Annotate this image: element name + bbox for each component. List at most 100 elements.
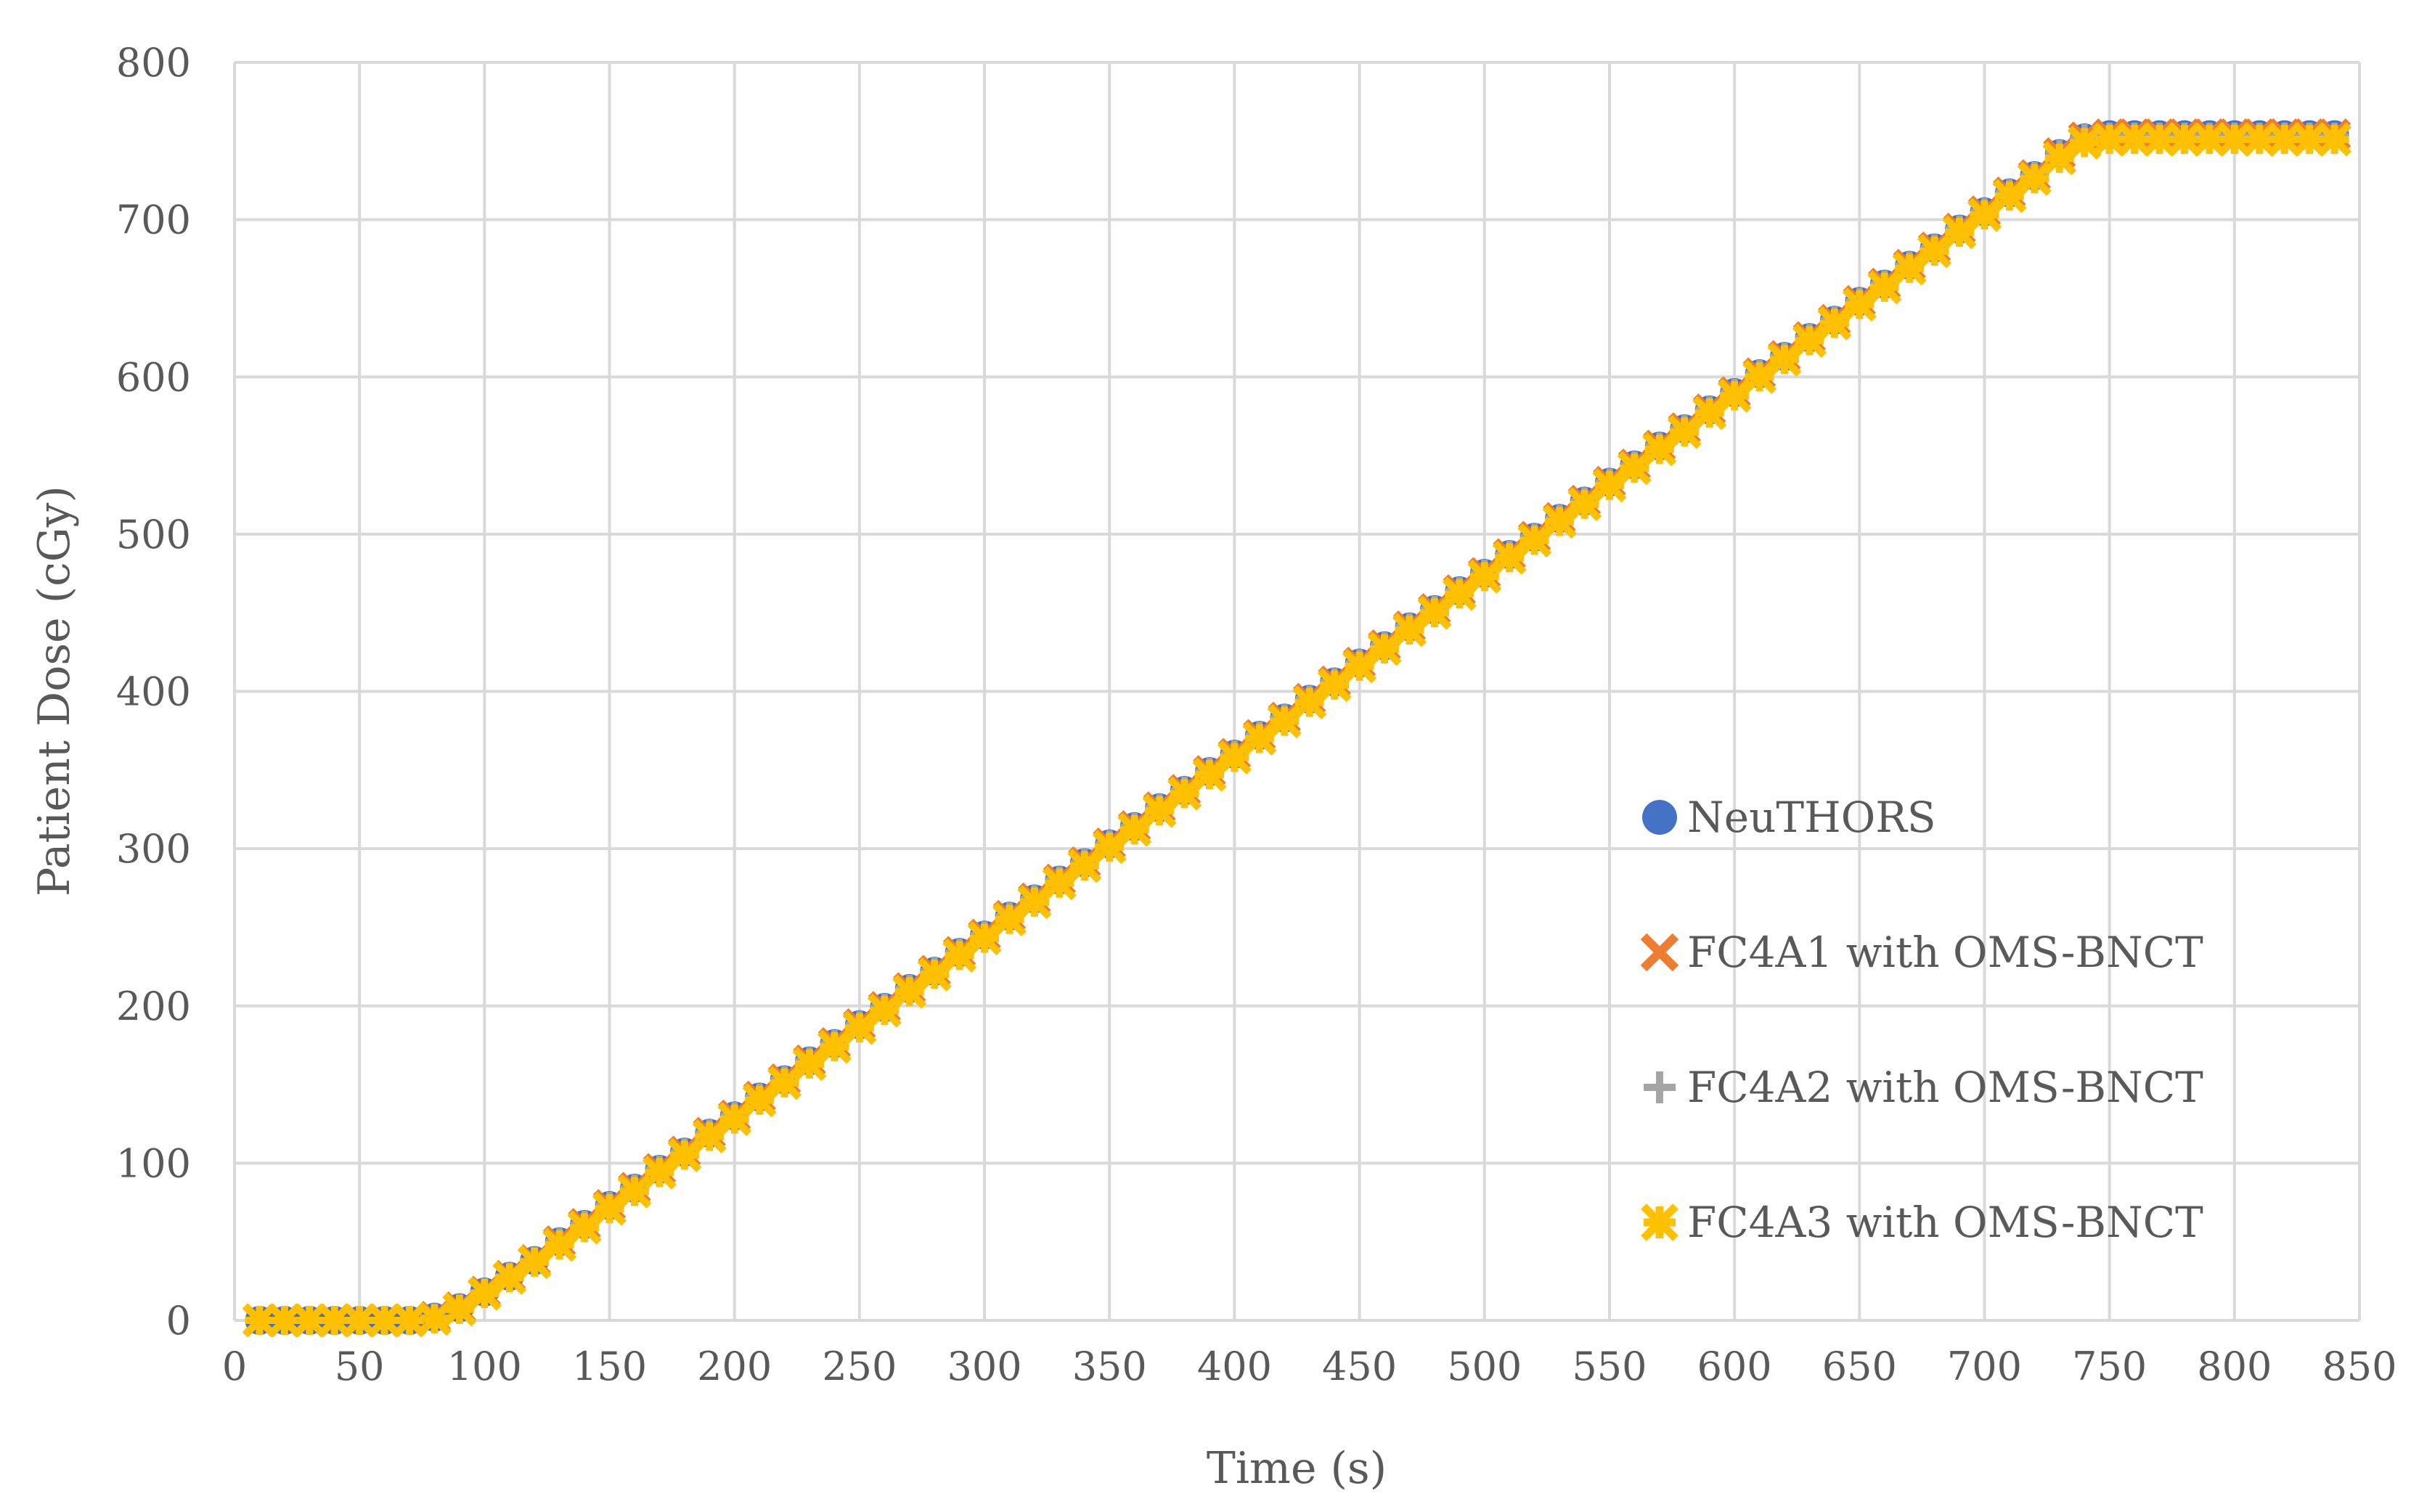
data-point xyxy=(1167,776,1202,811)
x-tick-label: 400 xyxy=(1197,1344,1272,1389)
data-point xyxy=(392,1303,427,1338)
data-point xyxy=(1017,885,1052,920)
x-axis-title: Time (s) xyxy=(1207,1443,1387,1494)
data-point xyxy=(1092,830,1127,865)
data-point xyxy=(2117,122,2152,157)
data-point xyxy=(742,1083,777,1118)
legend-item: FC4A3 with OMS-BNCT xyxy=(1641,1198,2203,1247)
y-tick-label: 400 xyxy=(116,669,191,715)
x-tick-label: 500 xyxy=(1447,1344,1522,1389)
data-point xyxy=(1942,215,1977,250)
data-point xyxy=(1817,306,1852,341)
data-point xyxy=(1567,487,1602,522)
x-tick-label: 350 xyxy=(1072,1344,1147,1389)
data-point xyxy=(367,1303,402,1338)
y-tick-label: 100 xyxy=(116,1140,191,1186)
data-point xyxy=(767,1066,802,1100)
data-point xyxy=(942,938,977,973)
x-tick-label: 650 xyxy=(1822,1344,1897,1389)
data-point xyxy=(2017,161,2052,196)
data-point xyxy=(617,1174,652,1209)
data-point xyxy=(1842,287,1877,322)
data-point xyxy=(1067,849,1102,883)
legend-marker xyxy=(1640,933,1679,972)
data-point xyxy=(817,1029,852,1064)
y-axis-title: Patient Dose (cGy) xyxy=(29,486,80,896)
data-point xyxy=(1042,866,1077,901)
data-point xyxy=(642,1155,677,1190)
data-point xyxy=(1442,576,1477,611)
data-point xyxy=(692,1119,727,1154)
gridlines xyxy=(233,61,2361,1322)
data-point xyxy=(292,1303,327,1338)
data-point xyxy=(1417,595,1452,630)
data-point xyxy=(517,1245,552,1280)
data-point xyxy=(317,1303,352,1338)
axes: 0 50 100 150 200 250 300 350 400 450 500 550 600 650 7… xyxy=(116,40,2397,1389)
data-point xyxy=(1192,757,1227,792)
data-point xyxy=(2217,122,2252,157)
data-point xyxy=(1992,179,2027,213)
x-tick-label: 750 xyxy=(2072,1344,2147,1389)
data-point xyxy=(1667,414,1702,449)
data-point xyxy=(892,974,927,1009)
x-tick-label: 450 xyxy=(1322,1344,1397,1389)
data-point xyxy=(242,1303,277,1338)
x-tick-label: 200 xyxy=(697,1344,772,1389)
data-point xyxy=(1267,704,1302,739)
series-2 xyxy=(242,118,2351,1337)
data-point xyxy=(1967,197,2002,232)
data-point xyxy=(1767,342,1802,377)
x-tick-label: 0 xyxy=(222,1344,247,1389)
data-point xyxy=(2042,141,2077,176)
x-tick-label: 100 xyxy=(447,1344,522,1389)
data-point xyxy=(1142,793,1177,828)
legend: NeuTHORS FC4A1 with OMS-BNCT FC4A2 with OM… xyxy=(1640,793,2203,1247)
data-point xyxy=(967,921,1002,956)
legend-label: NeuTHORS xyxy=(1687,793,1936,842)
y-tick-label: 500 xyxy=(116,512,191,557)
data-point xyxy=(1592,468,1627,503)
series-4 xyxy=(242,122,2352,1338)
data-point xyxy=(1717,378,1752,413)
data-point xyxy=(867,993,902,1028)
data-point xyxy=(1692,396,1727,430)
data-point xyxy=(592,1191,627,1226)
data-point xyxy=(1742,359,1777,394)
y-tick-label: 200 xyxy=(116,984,191,1029)
x-tick-label: 550 xyxy=(1572,1344,1647,1389)
data-point xyxy=(1917,234,1952,269)
x-tick-label: 50 xyxy=(335,1344,385,1389)
x-tick-label: 150 xyxy=(572,1344,647,1389)
x-tick-label: 600 xyxy=(1697,1344,1772,1389)
legend-label: FC4A1 with OMS-BNCT xyxy=(1687,928,2203,977)
data-point xyxy=(2142,122,2177,157)
data-point xyxy=(2067,125,2102,160)
data-point xyxy=(2092,122,2127,157)
data-point xyxy=(417,1301,452,1336)
legend-item: NeuTHORS xyxy=(1642,793,1936,842)
data-point xyxy=(1792,323,1827,358)
y-tick-label: 300 xyxy=(116,826,191,872)
legend-label: FC4A3 with OMS-BNCT xyxy=(1687,1198,2203,1247)
legend-item: FC4A2 with OMS-BNCT xyxy=(1644,1063,2203,1112)
data-point xyxy=(1242,721,1277,756)
x-tick-label: 850 xyxy=(2322,1344,2396,1389)
data-point xyxy=(1292,685,1327,720)
data-point xyxy=(567,1210,602,1245)
data-point xyxy=(342,1303,377,1338)
data-point xyxy=(2317,122,2352,157)
data-point xyxy=(1642,432,1677,467)
data-point xyxy=(1617,451,1652,486)
data-point xyxy=(1342,649,1377,684)
y-tick-label: 600 xyxy=(116,354,191,400)
legend-marker xyxy=(1641,1204,1678,1241)
data-point xyxy=(992,902,1027,937)
y-tick-label: 800 xyxy=(116,40,191,86)
data-point xyxy=(1217,740,1252,775)
data-point xyxy=(467,1276,502,1311)
data-point xyxy=(1892,251,1927,286)
legend-marker xyxy=(1642,800,1677,835)
x-tick-label: 700 xyxy=(1947,1344,2022,1389)
